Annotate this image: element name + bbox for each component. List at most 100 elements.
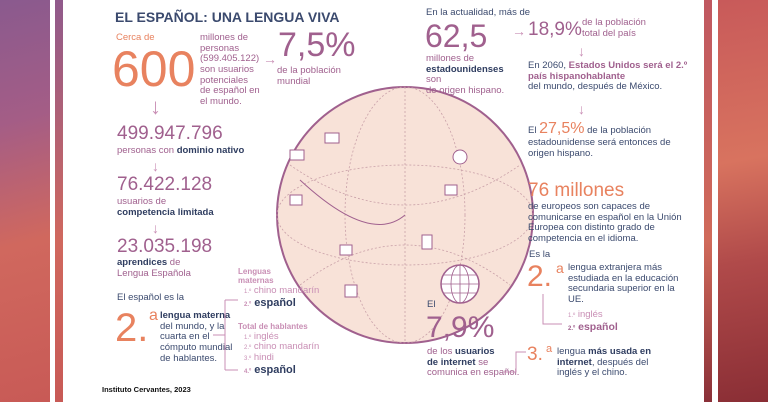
arrow-right-icon: → [263, 51, 277, 67]
y2060-highlight: Estados Unidos será el 2.º país hispanoh… [528, 60, 688, 82]
rank-num: 1.º [568, 313, 576, 319]
users-pct: 7,5% [278, 26, 356, 64]
y2060-pre: En 2060, [528, 60, 569, 71]
users-desc: millones de personas (599.405.122) son u… [200, 32, 260, 107]
bracket-connector [213, 299, 238, 371]
rank-num: 4.º [244, 368, 252, 375]
rank-label: chino mandarín [253, 341, 320, 353]
stripe-right [704, 0, 712, 402]
pct275-text: El 27,5% de la población estadounidense s… [528, 120, 678, 159]
y2060-post: del mundo, después de México. [528, 81, 663, 93]
learners-post: de [167, 257, 181, 268]
users-pct-desc: de la población mundial [277, 65, 341, 87]
usa-bold: estadounidenses [426, 63, 504, 75]
ranking-mother-title: Lenguas maternas [238, 267, 274, 285]
mother-pre: El español es la [117, 292, 185, 303]
arrow-down-icon: ↓ [152, 220, 159, 236]
internet-b2: de internet [427, 356, 476, 368]
learners-bold: aprendices [117, 257, 168, 268]
rank-num: 1.º [244, 334, 252, 341]
usa-post: son [426, 74, 442, 86]
arrow-down-icon: ↓ [152, 158, 159, 174]
foreign-pre: Es la [529, 249, 551, 260]
rank-num: 1.º [244, 288, 252, 295]
third-p2: , después del [591, 356, 649, 368]
rank-label: inglés [253, 330, 279, 342]
arrow-down-icon: ↓ [578, 43, 585, 59]
usa-big: 62,5 [425, 18, 488, 54]
mother-bold: lengua materna [160, 310, 231, 321]
usa-pct: 18,9% [528, 19, 582, 40]
internet-pre: El [427, 299, 436, 310]
eu-big: 76 millones [528, 180, 625, 201]
third-b1: más usada en [588, 346, 652, 357]
source-note: Instituto Cervantes, 2023 [102, 385, 191, 394]
foreign-connector [542, 294, 562, 325]
ranking-total-title: Total de hablantes [238, 321, 308, 331]
mother-desc: lengua materna del mundo, y la cuarta en … [160, 310, 236, 364]
rank-num: 2.º [244, 345, 252, 352]
rank-num: 2.º [568, 326, 576, 332]
y2060-text: En 2060, Estados Unidos será el 2.º país… [528, 60, 698, 93]
usa-pre: En la actualidad, más de [426, 7, 531, 18]
internet-connector [504, 351, 526, 373]
limited-bold: competencia limitada [117, 207, 214, 218]
native-number: 499.947.796 [117, 123, 223, 144]
limited-number: 76.422.128 [117, 174, 213, 195]
internet-globe-icon [440, 264, 480, 304]
third-big: 3. [527, 344, 543, 365]
foreign-rank-1: 1.º inglés [568, 309, 603, 321]
internet-p1: de los [427, 346, 455, 357]
pct275-big: 27,5% [539, 120, 585, 137]
background-left [0, 0, 50, 402]
native-bold: dominio nativo [176, 145, 245, 156]
rank-label: español [254, 296, 296, 309]
third-desc: lengua más usada en internet, después del… [557, 346, 672, 379]
pct275-pre: El [528, 125, 540, 136]
rank-num: 3.º [244, 356, 252, 363]
rank-label: español [254, 363, 296, 376]
third-b2: internet [557, 356, 592, 368]
mother-big: 2. [115, 306, 149, 350]
internet-b1: usuarios [455, 346, 495, 357]
native-desc: personas con dominio nativo [117, 145, 245, 157]
ranking-mother: Lenguas maternas 1.º chino mandarín 2.º … [238, 267, 320, 376]
pct275-rest: estadounidense será entonces de origen h… [528, 136, 671, 159]
rank-label: español [578, 321, 618, 333]
eu-desc: de europeos son capaces de comunicarse e… [528, 201, 682, 244]
foreign-sup: a [556, 260, 564, 276]
foreign-desc: lengua extranjera más estudiada en la ed… [568, 262, 679, 305]
internet-pct: 7,9% [426, 311, 495, 344]
background-right [718, 0, 768, 402]
mother-desc-text: del mundo, y la cuarta en el cómputo mun… [160, 320, 233, 364]
learners-number: 23.035.198 [117, 236, 213, 257]
learners-desc: aprendices de [117, 257, 181, 269]
foreign-rank-2: 2.º español [568, 321, 618, 334]
native-pre: personas con [117, 145, 177, 156]
rank-label: inglés [577, 309, 603, 320]
internet-desc: de los usuarios de internet se comunica en… [427, 346, 522, 379]
arrow-right-icon: → [512, 23, 526, 39]
limited-pre: usuarios de [117, 196, 167, 207]
usa-pct-desc: de la población total del país [582, 17, 646, 39]
arrow-down-icon: ↓ [150, 94, 161, 119]
rank-num: 2.º [244, 301, 252, 308]
internet-p2: se [475, 356, 489, 368]
usa-l1: millones de [426, 53, 475, 64]
users-pre: Cerca de [116, 32, 155, 43]
rank-label: chino mandarín [253, 284, 320, 296]
mother-sup: a [149, 307, 158, 324]
third-p1: lengua [557, 346, 589, 357]
users-big-number: 600 [112, 41, 196, 97]
foreign-big: 2. [527, 260, 553, 293]
third-p3: inglés y el chino. [557, 367, 628, 379]
usa-desc: millones de estadounidenses son de origen … [426, 53, 511, 97]
page-title: EL ESPAÑOL: UNA LENGUA VIVA [115, 9, 340, 25]
usa-l3: de origen hispano. [426, 84, 505, 96]
learners-line2: Lengua Española [117, 268, 191, 279]
stripe-left [55, 0, 63, 402]
internet-p3: comunica en español. [427, 367, 520, 379]
arrow-down-icon: ↓ [578, 101, 585, 117]
pct275-post: de la población [584, 125, 652, 136]
rank-label: hindi [253, 352, 274, 364]
